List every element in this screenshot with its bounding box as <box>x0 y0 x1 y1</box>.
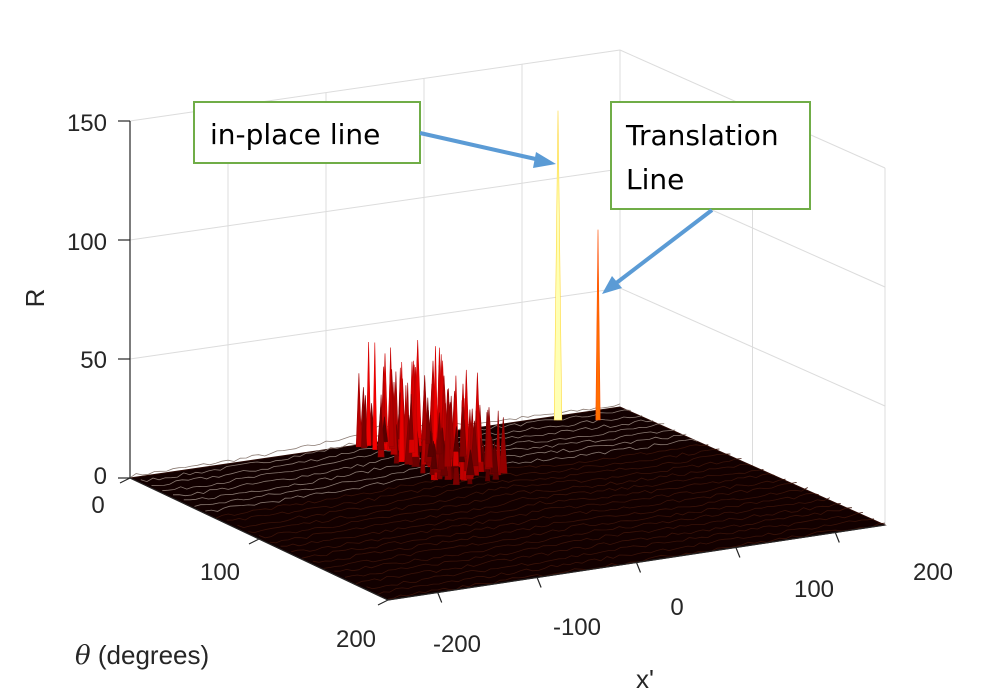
surface-floor <box>128 406 887 601</box>
surface-row <box>291 478 786 553</box>
callout-text: in-place line <box>210 118 380 151</box>
surface-peak <box>453 426 460 452</box>
surface-peak <box>425 397 431 444</box>
callout-box <box>610 101 811 210</box>
surface-peak <box>470 420 479 467</box>
surface-peak <box>466 449 475 476</box>
callout-box <box>193 101 421 164</box>
grid-line <box>129 287 621 360</box>
theta-axis-ticks: 0 100 200 <box>91 492 376 653</box>
x-tick-mark <box>437 592 443 603</box>
callout-arrow <box>613 208 714 286</box>
z-tick-label: 100 <box>67 229 107 256</box>
surface-peak <box>436 412 443 455</box>
z-tick-label: 50 <box>80 347 107 374</box>
surface-peak <box>553 110 563 421</box>
z-tick-label: 0 <box>94 463 107 490</box>
z-tick-label: 150 <box>67 110 107 137</box>
surface-row <box>377 518 875 595</box>
surface-peak <box>499 417 508 474</box>
x-tick-label: -100 <box>553 614 601 641</box>
x-tick-mark <box>735 547 741 558</box>
surface-peak <box>355 373 362 448</box>
surface-row <box>312 487 808 563</box>
surface-peak <box>444 405 451 467</box>
theta-tick-label: 200 <box>336 626 376 653</box>
surface-peak <box>388 374 395 447</box>
surface-row <box>237 453 731 529</box>
z-axis-label: R <box>20 289 50 308</box>
theta-tick-label: 0 <box>91 492 104 519</box>
z-axis-ticks: 0 50 100 150 <box>67 110 107 490</box>
callout-translation-line: Translation Line <box>602 101 811 294</box>
callout-in-place-line: in-place line <box>193 101 556 168</box>
surface-peak <box>376 406 385 451</box>
surface-row <box>248 458 742 534</box>
surface-row <box>344 503 841 578</box>
surface-row <box>258 463 753 539</box>
theta-axis-label: θ (degrees) <box>75 640 209 671</box>
surface-peak <box>427 431 435 457</box>
grid-line <box>129 168 621 241</box>
x-axis-label: x' <box>636 664 654 691</box>
surface-floor-patch <box>128 406 887 601</box>
surface-row <box>301 482 797 559</box>
theta-tick-mark <box>248 538 260 545</box>
surface-row <box>334 497 830 572</box>
surface-row <box>269 469 764 544</box>
theta-tick-mark <box>377 599 389 606</box>
x-axis-ticks: -200 -100 0 100 200 <box>433 559 953 658</box>
arrow-head <box>533 152 556 168</box>
theta-tick-label: 100 <box>200 559 240 586</box>
callout-text-line2: Line <box>626 163 684 196</box>
x-tick-label: -200 <box>433 631 481 658</box>
theta-units <box>91 640 98 670</box>
surface-peak <box>398 361 405 463</box>
x-tick-mark <box>536 577 542 588</box>
surface-peak <box>372 342 378 450</box>
surface-row <box>280 473 775 547</box>
surface-peak <box>485 407 493 468</box>
x-tick-label: 100 <box>794 576 834 603</box>
surface-row <box>355 507 852 585</box>
surface-peak <box>595 229 601 421</box>
x-tick-label: 0 <box>670 594 683 621</box>
surface-peak <box>408 393 414 440</box>
surface-row <box>323 492 819 569</box>
surface-mesh <box>129 110 886 600</box>
surface-peak <box>490 441 499 474</box>
theta-symbol: θ <box>75 641 91 671</box>
surface-peak <box>361 404 368 449</box>
callout-arrow <box>419 131 541 162</box>
surface-peak <box>365 341 372 446</box>
x-tick-label: 200 <box>913 559 953 586</box>
theta-tick-mark <box>119 477 131 484</box>
surface-peak <box>459 406 467 457</box>
callout-text-line1: Translation <box>625 119 779 152</box>
arrow-head <box>602 276 622 294</box>
annotations: in-place line Translation Line <box>193 101 811 294</box>
x-tick-mark <box>635 562 642 573</box>
x-tick-mark <box>834 532 840 543</box>
axes <box>118 120 886 606</box>
surface-row <box>366 512 863 590</box>
theta-units-text: (degrees) <box>98 640 209 670</box>
